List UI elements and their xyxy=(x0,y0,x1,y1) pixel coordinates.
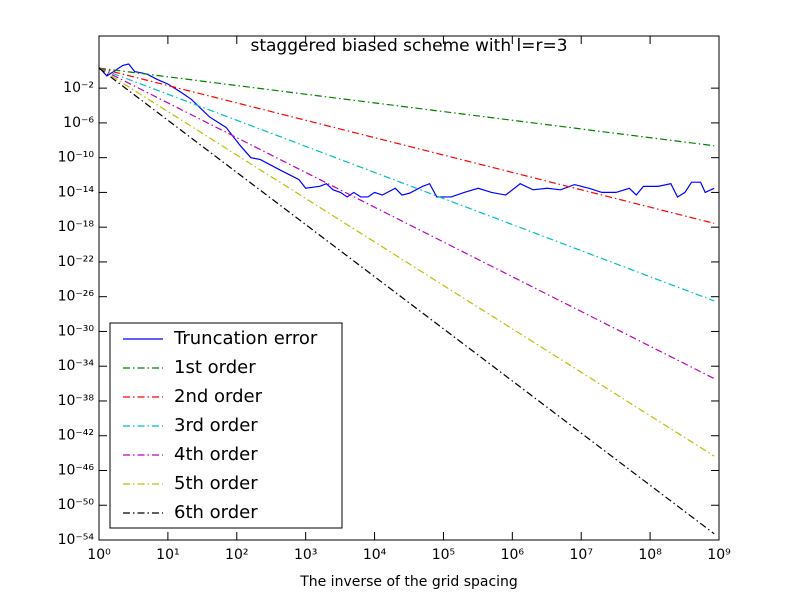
y-tick-label: 10⁻¹⁴ xyxy=(58,184,95,200)
x-tick-label: 10⁷ xyxy=(570,547,593,563)
x-tick-label: 10⁸ xyxy=(638,547,662,563)
x-tick-label: 10⁵ xyxy=(432,547,455,563)
y-tick-label: 10⁻³⁰ xyxy=(58,323,95,339)
series-line xyxy=(99,67,715,224)
legend-label: 4th order xyxy=(174,444,258,465)
plot-lines xyxy=(99,63,715,535)
y-tick-label: 10⁻¹⁰ xyxy=(58,150,95,166)
series-line xyxy=(99,67,715,457)
series-line xyxy=(99,67,715,302)
y-tick-label: 10⁻⁵⁴ xyxy=(58,532,95,548)
legend-label: 1st order xyxy=(174,357,256,378)
legend-label: 6th order xyxy=(174,502,258,523)
legend-label: 2nd order xyxy=(174,386,263,407)
y-tick-label: 10⁻⁴⁶ xyxy=(58,462,95,478)
x-tick-label: 10⁶ xyxy=(501,547,525,563)
y-tick-label: 10⁻⁵⁰ xyxy=(58,497,95,513)
y-tick-label: 10⁻²² xyxy=(58,254,94,270)
y-tick-label: 10⁻¹⁸ xyxy=(58,219,95,235)
legend-label: 3rd order xyxy=(174,415,258,436)
chart-title: staggered biased scheme with l=r=3 xyxy=(250,36,567,56)
x-axis-label: The inverse of the grid spacing xyxy=(299,574,518,590)
y-tick-label: 10⁻⁴² xyxy=(58,428,94,444)
x-tick-label: 10³ xyxy=(294,547,317,563)
x-tick-label: 10¹ xyxy=(156,547,179,563)
x-tick-label: 10⁹ xyxy=(707,547,731,563)
series-line xyxy=(99,63,715,198)
y-tick-label: 10⁻²⁶ xyxy=(58,289,95,305)
y-tick-label: 10⁻³⁴ xyxy=(58,358,95,374)
x-tick-label: 10⁰ xyxy=(87,547,111,563)
y-tick-label: 10⁻⁶ xyxy=(63,115,94,131)
series-line xyxy=(99,67,715,147)
legend-label: Truncation error xyxy=(173,328,318,349)
y-tick-label: 10⁻³⁸ xyxy=(58,393,95,409)
y-tick-label: 10⁻² xyxy=(63,80,94,96)
x-tick-label: 10² xyxy=(225,547,248,563)
legend-label: 5th order xyxy=(174,473,258,494)
series-line xyxy=(99,67,715,535)
series-line xyxy=(99,67,715,380)
x-tick-label: 10⁴ xyxy=(363,547,387,563)
plot-frame xyxy=(98,35,720,541)
